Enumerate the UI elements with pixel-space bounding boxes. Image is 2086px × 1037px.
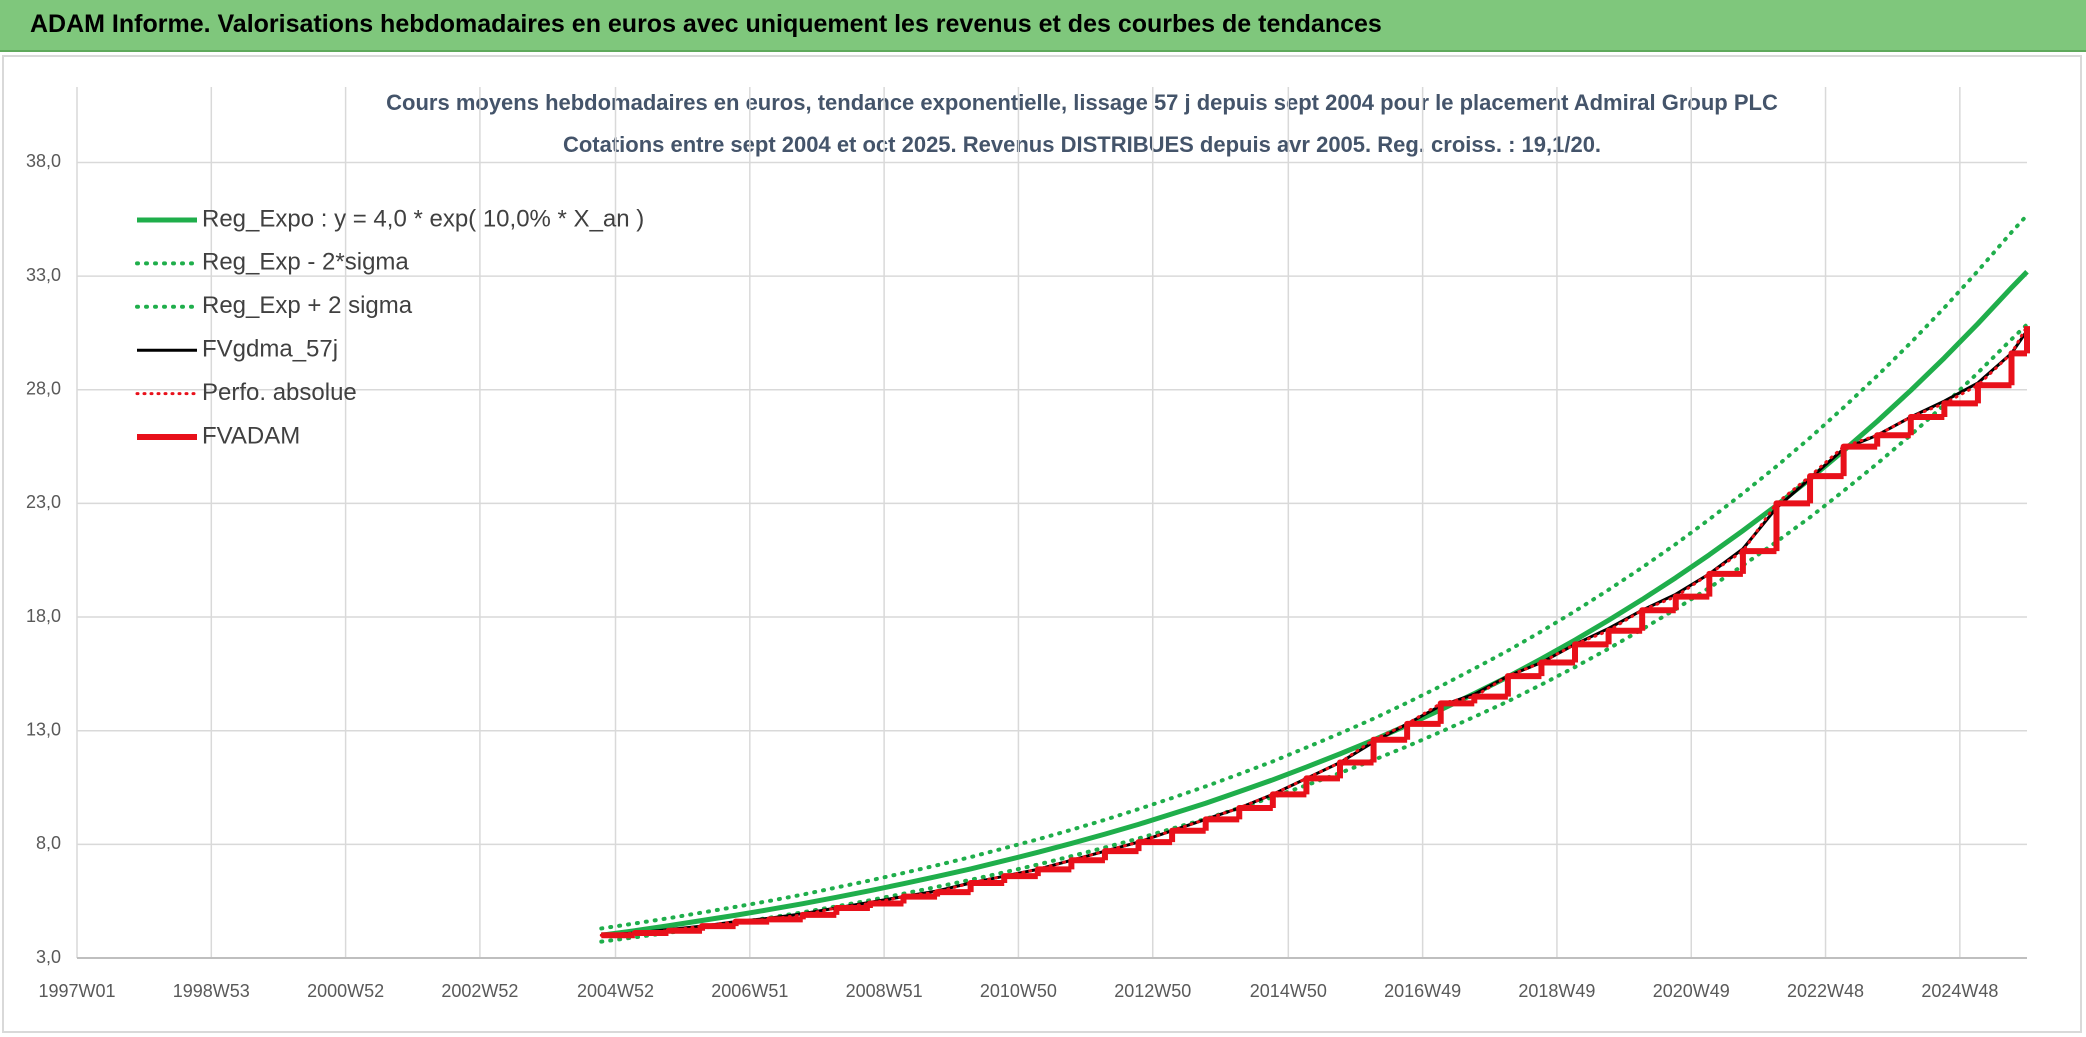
step-segment	[1639, 607, 1676, 631]
step-segment	[1269, 791, 1307, 808]
step-segment	[1169, 827, 1206, 843]
legend-label: Reg_Exp - 2*sigma	[202, 249, 409, 276]
step-segment	[1807, 473, 1844, 504]
series-line	[599, 324, 2029, 937]
step-segment	[1135, 839, 1173, 852]
step-segment	[1773, 500, 1811, 552]
step-segment	[833, 904, 870, 915]
x-tick-label: 2010W50	[980, 981, 1057, 1001]
legend-label: Reg_Exp + 2 sigma	[202, 292, 413, 319]
step-segment	[665, 927, 703, 934]
step-segment	[631, 929, 669, 936]
step-segment	[967, 879, 1005, 893]
x-tick-label: 2002W52	[441, 981, 518, 1001]
banner: ADAM Informe. Valorisations hebdomadaire…	[0, 0, 2086, 52]
chart-frame	[2, 55, 2082, 1033]
step-segment	[699, 923, 736, 931]
x-tick-label: 2016W49	[1384, 981, 1461, 1001]
step-segment	[1504, 673, 1542, 697]
step-segment	[1437, 700, 1475, 724]
y-tick-label: 8,0	[36, 833, 61, 853]
step-segment	[1572, 641, 1609, 663]
step-segment	[934, 889, 971, 897]
step-segment	[732, 918, 770, 927]
y-tick-label: 28,0	[26, 379, 61, 399]
x-tick-label: 2020W49	[1653, 981, 1730, 1001]
legend-label: FVgdma_57j	[202, 336, 338, 363]
step-segment	[766, 916, 803, 923]
x-tick-label: 2000W52	[307, 981, 384, 1001]
step-segment	[1001, 873, 1038, 883]
step-segment	[1471, 693, 1508, 704]
y-tick-label: 38,0	[26, 151, 61, 171]
y-tick-label: 18,0	[26, 606, 61, 626]
series-line	[599, 213, 2029, 931]
step-segment	[1739, 548, 1777, 574]
step-segment	[1874, 432, 1911, 447]
step-segment	[1034, 866, 1072, 877]
y-tick-label: 3,0	[36, 947, 61, 967]
step-segment	[1974, 382, 2012, 404]
x-tick-label: 2024W48	[1921, 981, 1998, 1001]
step-segment	[2008, 350, 2027, 386]
step-segment	[1672, 593, 1710, 611]
x-tick-label: 2004W52	[577, 981, 654, 1001]
step-segment	[1404, 720, 1441, 740]
step-segment	[1068, 857, 1105, 870]
step-segment	[1538, 659, 1576, 677]
step-segment	[1236, 804, 1273, 820]
x-tick-label: 2018W49	[1518, 981, 1595, 1001]
banner-title: ADAM Informe. Valorisations hebdomadaire…	[30, 10, 1382, 38]
step-segment	[1370, 736, 1408, 763]
step-segment	[1907, 414, 1945, 436]
chart: Cours moyens hebdomadaires en euros, ten…	[2, 55, 2082, 1033]
step-segment	[1840, 443, 1878, 477]
y-tick-label: 33,0	[26, 265, 61, 285]
x-tick-label: 2022W48	[1787, 981, 1864, 1001]
step-segment	[866, 900, 904, 908]
step-segment	[1706, 570, 1743, 597]
x-tick-label: 2014W50	[1250, 981, 1327, 1001]
y-tick-label: 23,0	[26, 492, 61, 512]
step-segment	[1941, 400, 1978, 418]
legend-label: Reg_Expo : y = 4,0 * exp( 10,0% * X_an )	[202, 205, 644, 232]
step-segment	[799, 911, 837, 920]
step-segment	[1336, 759, 1374, 779]
step-segment	[1202, 816, 1240, 831]
step-segment	[1605, 627, 1643, 645]
x-tick-label: 2006W51	[711, 981, 788, 1001]
x-tick-label: 1997W01	[38, 981, 115, 1001]
chart-subtitle: Cotations entre sept 2004 et oct 2025. R…	[563, 132, 1601, 157]
legend-label: Perfo. absolue	[202, 379, 357, 406]
step-segment	[1303, 775, 1340, 795]
x-tick-label: 1998W53	[173, 981, 250, 1001]
x-tick-label: 2012W50	[1114, 981, 1191, 1001]
y-tick-label: 13,0	[26, 719, 61, 739]
step-segment	[1101, 848, 1139, 861]
step-segment	[900, 893, 938, 904]
chart-title: Cours moyens hebdomadaires en euros, ten…	[386, 90, 1778, 115]
legend-label: FVADAM	[202, 422, 300, 449]
x-tick-label: 2008W51	[846, 981, 923, 1001]
